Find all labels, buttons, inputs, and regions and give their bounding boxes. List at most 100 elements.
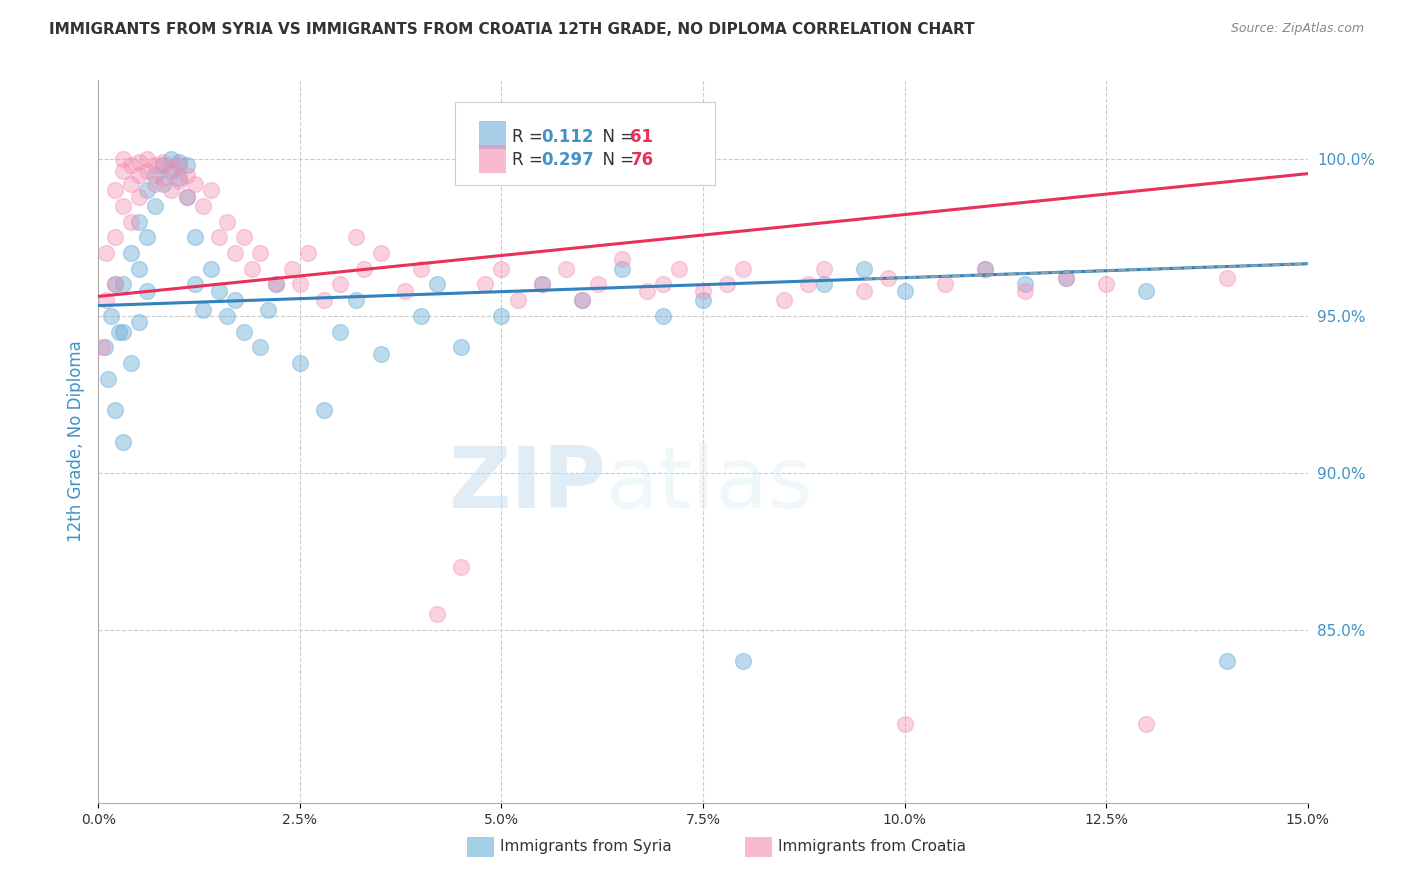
Point [224, 246, 246, 260]
Point [813, 261, 835, 276]
Point [107, 325, 129, 339]
Point [143, 199, 166, 213]
Point [491, 261, 513, 276]
Text: N =: N = [592, 128, 640, 145]
Point [160, 164, 183, 178]
Point [797, 277, 820, 292]
Point [853, 261, 876, 276]
Point [1095, 277, 1118, 292]
Point [716, 277, 738, 292]
Point [668, 261, 690, 276]
Point [120, 158, 142, 172]
Point [167, 155, 190, 169]
Text: N =: N = [592, 152, 640, 169]
Point [232, 230, 254, 244]
Text: ZIP: ZIP [449, 443, 606, 526]
Point [530, 277, 553, 292]
Point [103, 277, 125, 292]
Point [128, 168, 150, 182]
Point [813, 277, 835, 292]
Point [249, 340, 271, 354]
Point [128, 155, 150, 169]
Point [450, 340, 472, 354]
Point [586, 277, 609, 292]
Point [176, 168, 198, 182]
Point [143, 158, 166, 172]
Bar [479, 145, 506, 173]
Point [612, 261, 634, 276]
Point [733, 261, 755, 276]
Point [450, 560, 472, 574]
Point [167, 174, 190, 188]
Point [426, 607, 449, 622]
Point [96, 293, 118, 308]
Point [1216, 271, 1239, 285]
Text: IMMIGRANTS FROM SYRIA VS IMMIGRANTS FROM CROATIA 12TH GRADE, NO DIPLOMA CORRELAT: IMMIGRANTS FROM SYRIA VS IMMIGRANTS FROM… [49, 22, 974, 37]
Point [297, 246, 319, 260]
Point [409, 261, 432, 276]
Point [111, 164, 134, 178]
Point [94, 340, 117, 354]
Point [184, 277, 207, 292]
Point [329, 277, 352, 292]
Bar [467, 837, 494, 857]
Point [256, 302, 278, 317]
Point [426, 277, 449, 292]
Point [329, 325, 352, 339]
Point [120, 177, 142, 191]
Point [193, 199, 215, 213]
Point [217, 309, 239, 323]
Point [208, 284, 231, 298]
Point [152, 177, 174, 191]
Point [135, 230, 157, 244]
Point [184, 177, 207, 191]
Point [1014, 284, 1036, 298]
Point [474, 277, 496, 292]
Point [394, 284, 416, 298]
Text: atlas: atlas [606, 443, 814, 526]
Point [96, 246, 118, 260]
Text: 0.112: 0.112 [541, 128, 593, 145]
Point [555, 261, 578, 276]
Point [97, 372, 120, 386]
Point [853, 284, 876, 298]
Point [176, 189, 198, 203]
Point [103, 403, 125, 417]
Point [344, 230, 367, 244]
Point [135, 183, 157, 197]
Point [491, 309, 513, 323]
Point [120, 214, 142, 228]
Point [893, 284, 915, 298]
Point [571, 293, 593, 308]
Point [160, 161, 183, 176]
Point [314, 403, 336, 417]
Point [111, 152, 134, 166]
Bar [479, 121, 506, 149]
Point [281, 261, 304, 276]
Point [893, 717, 915, 731]
Point [772, 293, 794, 308]
Text: Immigrants from Syria: Immigrants from Syria [501, 838, 672, 854]
Point [160, 183, 183, 197]
Point [120, 246, 142, 260]
Point [612, 252, 634, 267]
Text: Source: ZipAtlas.com: Source: ZipAtlas.com [1230, 22, 1364, 36]
Point [974, 261, 997, 276]
Point [128, 261, 150, 276]
Point [314, 293, 336, 308]
Point [135, 284, 157, 298]
Point [217, 214, 239, 228]
Point [370, 246, 392, 260]
Point [152, 158, 174, 172]
Point [249, 246, 271, 260]
Point [692, 293, 714, 308]
Point [409, 309, 432, 323]
Text: R =: R = [512, 152, 548, 169]
Point [200, 261, 222, 276]
Point [128, 315, 150, 329]
Text: Immigrants from Croatia: Immigrants from Croatia [778, 838, 966, 854]
Point [353, 261, 375, 276]
Point [103, 230, 125, 244]
Point [128, 189, 150, 203]
Point [264, 277, 287, 292]
